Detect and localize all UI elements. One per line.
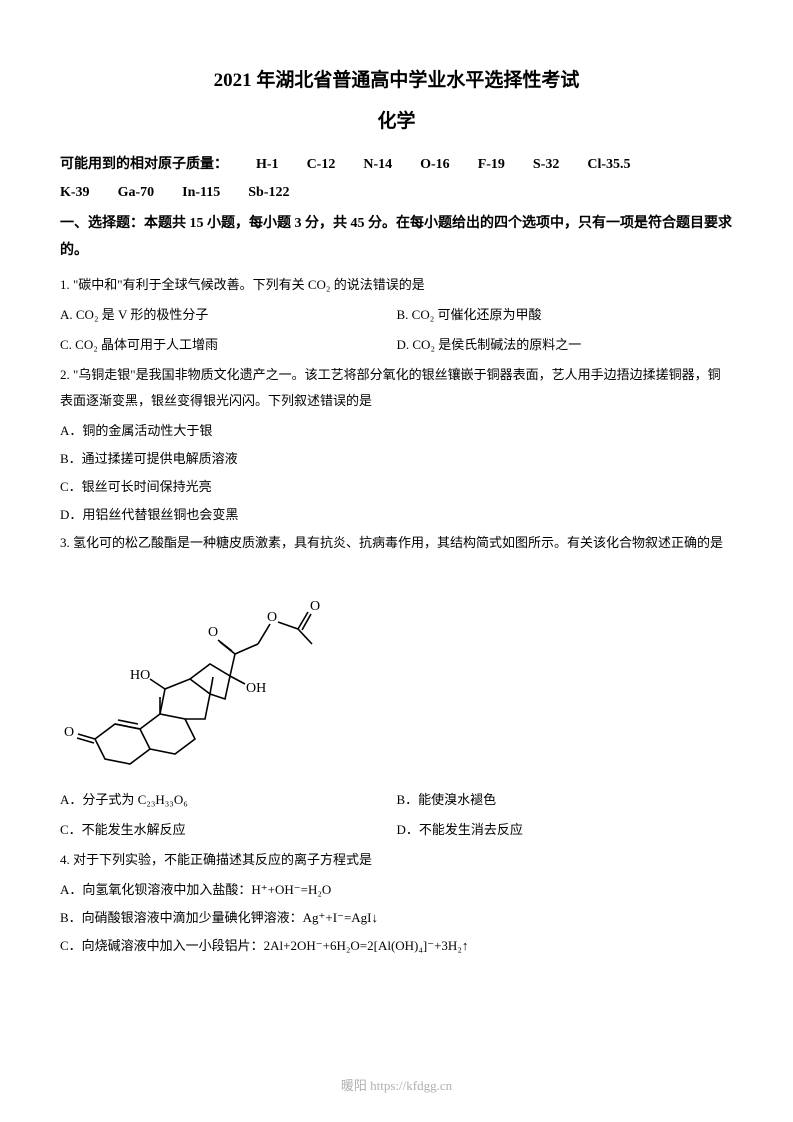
q2-a: A．铜的金属活动性大于银 — [60, 418, 733, 444]
mass-k: K-39 — [60, 185, 90, 200]
q3-options-row1: A．分子式为 C₂₃H₃₃O₆ B．能使溴水褪色 — [60, 787, 733, 813]
q2-c: C．银丝可长时间保持光亮 — [60, 474, 733, 500]
mass-cl: Cl-35.5 — [587, 157, 630, 172]
q2-stem: 2. "乌铜走银"是我国非物质文化遗产之一。该工艺将部分氧化的银丝镶嵌于铜器表面… — [60, 362, 733, 414]
q4-b: B．向硝酸银溶液中滴加少量碘化钾溶液：Ag⁺+I⁻=AgI↓ — [60, 905, 733, 931]
mass-in: In-115 — [182, 185, 220, 200]
atomic-mass-label: 可能用到的相对原子质量： — [60, 157, 228, 172]
atomic-mass-block: 可能用到的相对原子质量： H-1 C-12 N-14 O-16 F-19 S-32 Cl-35… — [60, 151, 733, 207]
mass-h: H-1 — [256, 157, 279, 172]
section-header: 一、选择题：本题共 15 小题，每小题 3 分，共 45 分。在每小题给出的四个… — [60, 211, 733, 264]
q2-d: D．用铝丝代替银丝铜也会变黑 — [60, 502, 733, 528]
label-o-ketone: O — [208, 625, 218, 640]
q1-d: D. CO₂ 是侯氏制碱法的原料之一 — [397, 332, 734, 358]
q2-b: B．通过揉搓可提供电解质溶液 — [60, 446, 733, 472]
q3-d: D．不能发生消去反应 — [397, 817, 734, 843]
q1-b: B. CO₂ 可催化还原为甲酸 — [397, 302, 734, 328]
label-o-left: O — [64, 725, 74, 740]
q1-c: C. CO₂ 晶体可用于人工增雨 — [60, 332, 397, 358]
molecule-structure: O HO OH O O O — [60, 564, 733, 779]
q4-options: A．向氢氧化钡溶液中加入盐酸：H⁺+OH⁻=H₂O B．向硝酸银溶液中滴加少量碘… — [60, 877, 733, 959]
q2-options: A．铜的金属活动性大于银 B．通过揉搓可提供电解质溶液 C．银丝可长时间保持光亮… — [60, 418, 733, 528]
q1-options-row1: A. CO₂ 是 V 形的极性分子 B. CO₂ 可催化还原为甲酸 — [60, 302, 733, 328]
exam-title: 2021 年湖北省普通高中学业水平选择性考试 — [60, 65, 733, 92]
label-ho: HO — [130, 668, 150, 683]
q1-stem: 1. "碳中和"有利于全球气候改善。下列有关 CO₂ 的说法错误的是 — [60, 272, 733, 298]
label-oh: OH — [246, 681, 266, 696]
q3-b: B．能使溴水褪色 — [397, 787, 734, 813]
footer-watermark: 暖阳 https://kfdgg.cn — [0, 1075, 793, 1094]
q4-c: C．向烧碱溶液中加入一小段铝片：2Al+2OH⁻+6H₂O=2[Al(OH)₄]… — [60, 933, 733, 959]
mass-ga: Ga-70 — [118, 185, 155, 200]
mass-c: C-12 — [307, 157, 336, 172]
mass-s: S-32 — [533, 157, 559, 172]
label-o-ester1: O — [267, 610, 277, 625]
q3-a: A．分子式为 C₂₃H₃₃O₆ — [60, 787, 397, 813]
mass-o: O-16 — [420, 157, 450, 172]
mass-f: F-19 — [478, 157, 505, 172]
q3-options-row2: C．不能发生水解反应 D．不能发生消去反应 — [60, 817, 733, 843]
q4-stem: 4. 对于下列实验，不能正确描述其反应的离子方程式是 — [60, 847, 733, 873]
label-o-ester2: O — [310, 599, 320, 614]
q3-c: C．不能发生水解反应 — [60, 817, 397, 843]
mass-sb: Sb-122 — [248, 185, 289, 200]
q1-options-row2: C. CO₂ 晶体可用于人工增雨 D. CO₂ 是侯氏制碱法的原料之一 — [60, 332, 733, 358]
q1-a: A. CO₂ 是 V 形的极性分子 — [60, 302, 397, 328]
mass-n: N-14 — [363, 157, 392, 172]
q4-a: A．向氢氧化钡溶液中加入盐酸：H⁺+OH⁻=H₂O — [60, 877, 733, 903]
subject-title: 化学 — [60, 106, 733, 133]
q3-stem: 3. 氢化可的松乙酸酯是一种糖皮质激素，具有抗炎、抗病毒作用，其结构简式如图所示… — [60, 530, 733, 556]
